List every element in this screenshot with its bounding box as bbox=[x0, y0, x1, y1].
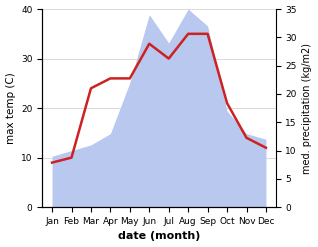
Y-axis label: max temp (C): max temp (C) bbox=[5, 72, 16, 144]
X-axis label: date (month): date (month) bbox=[118, 231, 200, 242]
Y-axis label: med. precipitation (kg/m2): med. precipitation (kg/m2) bbox=[302, 43, 313, 174]
